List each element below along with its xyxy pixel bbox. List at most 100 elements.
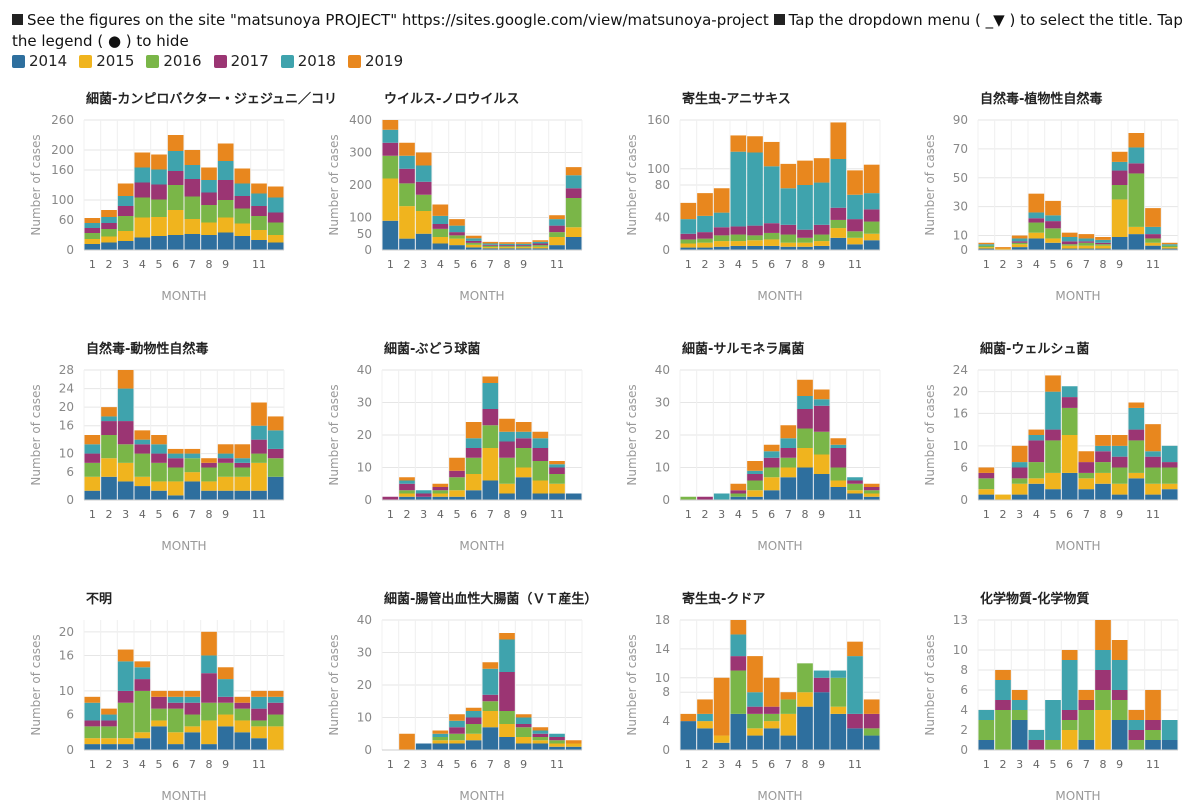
bar-segment-2018-month-4[interactable] [432,215,449,224]
bar-segment-2019-month-6[interactable] [167,690,184,697]
bar-segment-2019-month-4[interactable] [134,152,151,168]
bar-segment-2017-month-7[interactable] [184,179,201,197]
bar-segment-2017-month-7[interactable] [1078,462,1095,473]
bar-segment-2017-month-2[interactable] [399,168,415,184]
bar-segment-2019-month-7[interactable] [1078,451,1095,463]
bar-segment-2019-month-7[interactable] [482,376,499,384]
bar-segment-2014-month-9[interactable] [217,490,234,500]
bar-segment-2018-month-8[interactable] [1095,445,1111,452]
bar-segment-2016-month-12[interactable] [1161,467,1178,484]
bar-segment-2017-month-10[interactable] [532,243,549,246]
bar-segment-2017-month-5[interactable] [449,232,465,236]
bar-segment-2016-month-11[interactable] [1145,730,1161,740]
bar-segment-2015-month-6[interactable] [763,239,780,246]
bar-segment-2019-month-1[interactable] [978,242,995,245]
bar-segment-2015-month-5[interactable] [151,720,167,727]
bar-segment-2014-month-8[interactable] [797,706,813,750]
bar-segment-2018-month-10[interactable] [532,438,549,448]
bar-segment-2017-month-4[interactable] [432,224,449,229]
bar-segment-2018-month-7[interactable] [780,438,797,448]
bar-segment-2014-month-6[interactable] [763,490,780,500]
bar-segment-2018-month-7[interactable] [780,188,797,225]
bar-segment-2018-month-3[interactable] [1011,238,1028,242]
bar-segment-2017-month-8[interactable] [201,192,217,206]
bar-segment-2018-month-2[interactable] [697,215,713,233]
bar-segment-2017-month-6[interactable] [167,171,184,185]
bar-segment-2015-month-7[interactable] [184,726,201,733]
bar-segment-2019-month-7[interactable] [780,163,797,189]
bar-segment-2014-month-7[interactable] [780,477,797,500]
bar-segment-2017-month-11[interactable] [847,480,863,484]
bar-segment-2017-month-2[interactable] [399,483,415,491]
bar-segment-2014-month-6[interactable] [167,495,184,500]
bar-segment-2014-month-6[interactable] [167,744,184,750]
bar-segment-2016-month-12[interactable] [863,490,880,494]
bar-segment-2019-month-2[interactable] [697,193,713,216]
bar-segment-2015-month-6[interactable] [1061,730,1078,750]
bar-segment-2015-month-11[interactable] [251,462,267,491]
bar-segment-2014-month-12[interactable] [863,496,880,500]
bar-segment-2019-month-6[interactable] [465,707,482,711]
bar-segment-2019-month-1[interactable] [84,696,101,703]
bar-segment-2014-month-4[interactable] [432,496,449,500]
bar-segment-2016-month-11[interactable] [549,232,565,237]
bar-segment-2019-month-10[interactable] [532,727,549,731]
bar-segment-2019-month-11[interactable] [1145,424,1161,452]
bar-segment-2016-month-12[interactable] [267,458,284,477]
bar-segment-2015-month-3[interactable] [117,462,134,482]
bar-segment-2015-month-6[interactable] [1061,245,1078,249]
bar-segment-2017-month-12[interactable] [267,448,284,459]
bar-segment-2018-month-7[interactable] [1078,238,1095,242]
bar-segment-2016-month-4[interactable] [730,670,747,714]
bar-segment-2014-month-3[interactable] [117,241,134,250]
bar-segment-2015-month-4[interactable] [134,476,151,487]
bar-segment-2019-month-1[interactable] [84,435,101,445]
bar-segment-2014-month-12[interactable] [267,476,284,500]
bar-segment-2017-month-12[interactable] [863,713,880,729]
bar-segment-2019-month-2[interactable] [995,670,1011,680]
bar-segment-2017-month-3[interactable] [713,227,730,236]
bar-segment-2019-month-5[interactable] [1045,200,1061,216]
bar-segment-2014-month-7[interactable] [780,246,797,250]
bar-segment-2017-month-7[interactable] [780,224,797,235]
bar-segment-2019-month-9[interactable] [217,143,234,162]
bar-segment-2014-month-3[interactable] [117,481,134,500]
bar-segment-2018-month-10[interactable] [532,730,549,734]
bar-segment-2015-month-11[interactable] [251,230,267,240]
bar-segment-2017-month-1[interactable] [680,233,697,240]
bar-segment-2014-month-10[interactable] [532,248,549,250]
bar-segment-2016-month-7[interactable] [1078,242,1095,246]
bar-segment-2018-month-5[interactable] [1045,215,1061,222]
bar-segment-2015-month-4[interactable] [134,732,151,739]
bar-segment-2019-month-7[interactable] [482,241,499,244]
bar-segment-2014-month-9[interactable] [813,245,830,250]
bar-segment-2016-month-6[interactable] [167,467,184,482]
bar-segment-2014-month-2[interactable] [101,744,117,750]
bar-segment-2015-month-7[interactable] [780,713,797,736]
bar-segment-2016-month-5[interactable] [747,480,763,491]
bar-segment-2014-month-1[interactable] [84,744,101,750]
bar-segment-2014-month-11[interactable] [1145,494,1161,500]
bar-segment-2018-month-4[interactable] [432,733,449,737]
bar-segment-2017-month-10[interactable] [532,733,549,737]
bar-segment-2018-month-3[interactable] [117,196,134,206]
bar-segment-2014-month-3[interactable] [415,496,432,500]
bar-segment-2017-month-6[interactable] [1061,397,1078,408]
bar-segment-2019-month-2[interactable] [101,210,117,217]
bar-segment-2015-month-6[interactable] [167,732,184,745]
bar-segment-2016-month-6[interactable] [763,232,780,240]
bar-segment-2018-month-3[interactable] [117,388,134,422]
bar-segment-2016-month-3[interactable] [1011,242,1028,245]
bar-segment-2014-month-5[interactable] [449,496,465,500]
bar-segment-2018-month-3[interactable] [1011,700,1028,710]
bar-segment-2016-month-7[interactable] [482,425,499,448]
bar-segment-2018-month-12[interactable] [863,193,880,210]
bar-segment-2016-month-4[interactable] [1028,222,1045,233]
bar-segment-2018-month-11[interactable] [1145,451,1161,457]
legend-item-2015[interactable]: 2015 [79,52,134,70]
bar-segment-2018-month-1[interactable] [84,223,101,228]
bar-segment-2018-month-6[interactable] [167,696,184,703]
bar-segment-2018-month-2[interactable] [995,680,1011,700]
bar-segment-2019-month-6[interactable] [465,422,482,439]
bar-segment-2018-month-6[interactable] [763,166,780,224]
